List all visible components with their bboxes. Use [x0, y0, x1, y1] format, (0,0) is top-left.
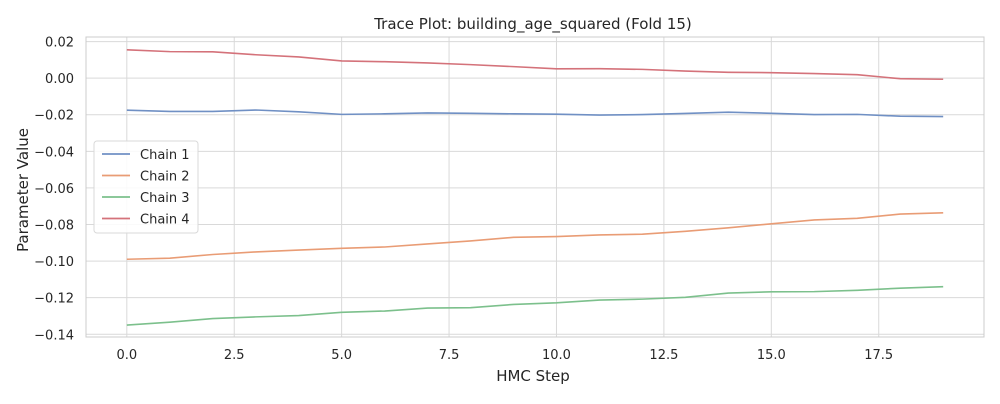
y-tick-label: −0.14 [34, 328, 74, 343]
y-tick-labels: 0.02 0.00 −0.02 −0.04 −0.06 −0.08 −0.10 −0.12 −0… [34, 36, 74, 344]
legend-label: Chain 4 [140, 213, 190, 228]
legend-label: Chain 3 [140, 191, 190, 206]
y-tick-label: 0.02 [45, 36, 74, 51]
legend-box [93, 140, 199, 234]
series-line-chain-4 [126, 49, 944, 81]
x-tick-label: 17.5 [864, 348, 893, 363]
x-tick-label: 2.5 [224, 348, 245, 363]
x-tick-label: 5.0 [331, 348, 352, 363]
plot-area [85, 36, 985, 338]
y-axis-title: Parameter Value [14, 128, 32, 252]
series-line-chain-3 [126, 285, 944, 326]
x-tick-label: 7.5 [439, 348, 460, 363]
x-tick-label: 12.5 [649, 348, 678, 363]
legend-label: Chain 2 [140, 170, 190, 185]
x-tick-labels: 0.0 2.5 5.0 7.5 10.0 12.5 15.0 17.5 [116, 348, 893, 363]
series-line-chain-1 [126, 109, 944, 118]
y-tick-label: −0.12 [34, 292, 74, 307]
y-tick-label: −0.02 [34, 109, 74, 124]
x-tick-label: 0.0 [116, 348, 137, 363]
y-tick-label: −0.10 [34, 255, 74, 270]
plot-background [86, 37, 984, 337]
x-tick-label: 10.0 [542, 348, 571, 363]
chart-title: Trace Plot: building_age_squared (Fold 1… [373, 15, 692, 34]
series-line-chain-2 [126, 211, 944, 261]
y-tick-label: −0.08 [34, 219, 74, 234]
y-tick-label: −0.06 [34, 182, 74, 197]
x-axis-title: HMC Step [496, 367, 570, 385]
plot-border [85, 36, 985, 338]
x-tick-label: 15.0 [757, 348, 786, 363]
legend: Chain 1 Chain 2 Chain 3 Chain 4 [93, 140, 199, 234]
y-tick-label: 0.00 [45, 72, 74, 87]
y-tick-label: −0.04 [34, 145, 74, 160]
series-lines [126, 49, 944, 326]
legend-label: Chain 1 [140, 148, 190, 163]
